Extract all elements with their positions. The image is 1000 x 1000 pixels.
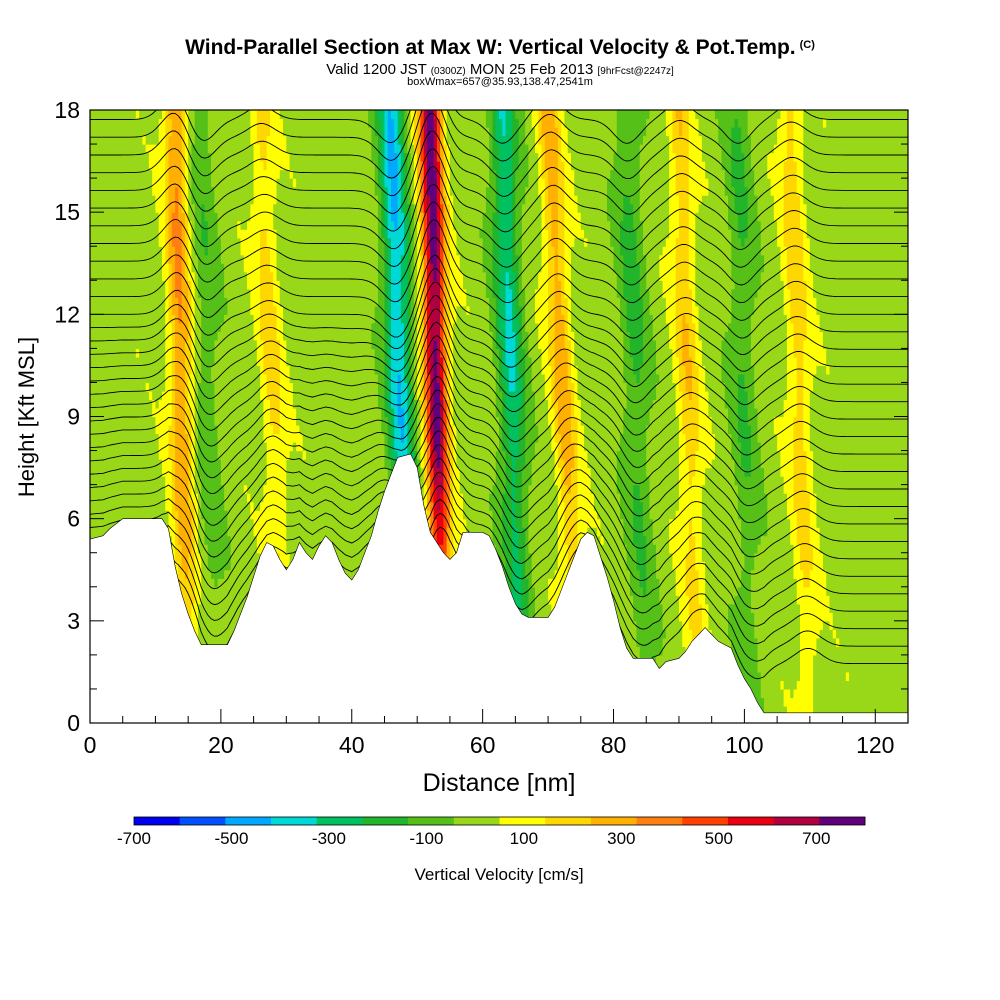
y-tick-label: 6	[67, 506, 80, 532]
x-tick-label: 20	[208, 732, 234, 758]
colorbar-swatch	[682, 817, 729, 825]
x-tick-label: 40	[339, 732, 365, 758]
valid-time-line: Valid 1200 JST (0300Z) MON 25 Feb 2013 […	[0, 61, 1000, 78]
colorbar-frame	[133, 816, 866, 826]
x-axis-label: Distance [nm]	[423, 769, 576, 797]
colorbar-tick-label: 500	[705, 829, 733, 848]
colorbar-swatch	[499, 817, 546, 825]
colorbar-tick-label: -100	[409, 829, 443, 848]
colorbar: -700 -500 -300 -100 100 300 500 700	[117, 816, 866, 848]
x-tick-label: 100	[725, 732, 763, 758]
colorbar-swatch	[636, 817, 683, 825]
isentrope-line	[90, 457, 908, 592]
valid-date: MON 25 Feb 2013	[469, 61, 594, 78]
x-tick-label: 80	[601, 732, 627, 758]
colorbar-label: Vertical Velocity [cm/s]	[414, 865, 583, 884]
box-wmax-info: boxWmax=657@35.93,138.47,2541m	[407, 76, 593, 88]
isentrope-line	[90, 417, 908, 541]
isentrope-line	[90, 471, 908, 610]
x-tick-label: 60	[470, 732, 496, 758]
isentrope-line	[90, 281, 908, 372]
isentrope-line	[90, 294, 908, 389]
isentrope-line	[90, 335, 908, 439]
terrain	[90, 453, 908, 723]
isentrope-line	[90, 201, 908, 286]
y-tick-label: 18	[54, 97, 80, 123]
colorbar-tick-label: 700	[802, 829, 830, 848]
colorbar-swatch	[179, 817, 226, 825]
isentrope-line	[90, 430, 908, 558]
colorbar-swatch	[134, 817, 180, 825]
terrain-profile	[90, 453, 908, 723]
copyright-mark: (C)	[799, 39, 815, 51]
isentrope-line	[90, 130, 908, 215]
isentrope-line	[90, 110, 908, 162]
isentrope-contours	[90, 110, 908, 680]
isentrope-line	[90, 113, 908, 197]
y-tick-label: 3	[67, 608, 80, 634]
isentrope-line	[90, 308, 908, 406]
y-tick-label: 0	[67, 710, 80, 736]
colorbar-swatch	[590, 817, 637, 825]
isentrope-line	[90, 110, 908, 144]
colorbar-tick-label: -700	[117, 829, 151, 848]
colorbar-tick-label: 300	[607, 829, 635, 848]
isentrope-line	[90, 375, 908, 490]
colorbar-swatch	[819, 817, 866, 825]
colorbar-swatch	[545, 817, 592, 825]
y-tick-label: 9	[67, 404, 80, 430]
colorbar-tick-label: -500	[214, 829, 248, 848]
colorbar-swatch	[271, 817, 318, 825]
chart-title-text: Wind-Parallel Section at Max W: Vertical…	[185, 36, 796, 59]
y-axis-label: Height [Kft MSL]	[14, 337, 39, 497]
isentrope-line	[90, 268, 908, 356]
valid-utc: (0300Z)	[430, 66, 466, 77]
colorbar-swatch	[316, 817, 363, 825]
colorbar-swatch	[453, 817, 500, 825]
isentrope-line	[90, 219, 908, 304]
chart-title: Wind-Parallel Section at Max W: Vertical…	[0, 36, 1000, 60]
isentrope-line	[90, 389, 908, 507]
isentrope-line	[90, 236, 908, 321]
colorbar-swatch	[362, 817, 409, 825]
isentrope-line	[90, 362, 908, 473]
isentrope-line	[90, 254, 908, 339]
colorbar-swatch	[408, 817, 455, 825]
isentrope-line	[90, 444, 908, 575]
colorbar-swatch	[773, 817, 820, 825]
colorbar-tick-label: -300	[312, 829, 346, 848]
isentrope-line	[90, 485, 908, 627]
isentrope-line	[90, 183, 908, 268]
valid-prefix: Valid 1200 JST	[326, 61, 427, 78]
y-tick-label: 15	[54, 199, 80, 225]
x-tick-label: 120	[856, 732, 894, 758]
isentrope-line	[90, 165, 908, 251]
y-tick-label: 12	[54, 301, 80, 327]
isentrope-line	[90, 348, 908, 456]
colorbar-tick-label: 100	[510, 829, 538, 848]
isentrope-line	[90, 110, 908, 180]
forecast-info: [9hrFcst@2247z]	[597, 66, 674, 77]
isentrope-line	[90, 403, 908, 524]
axes: 0 20 40 60 80 100 120 0 3 6 9 12 15 18	[54, 97, 909, 758]
isentrope-line	[90, 321, 908, 422]
x-tick-label: 0	[84, 732, 97, 758]
colorbar-swatch	[225, 817, 272, 825]
colorbar-swatch	[727, 817, 774, 825]
isentrope-line	[90, 148, 908, 233]
